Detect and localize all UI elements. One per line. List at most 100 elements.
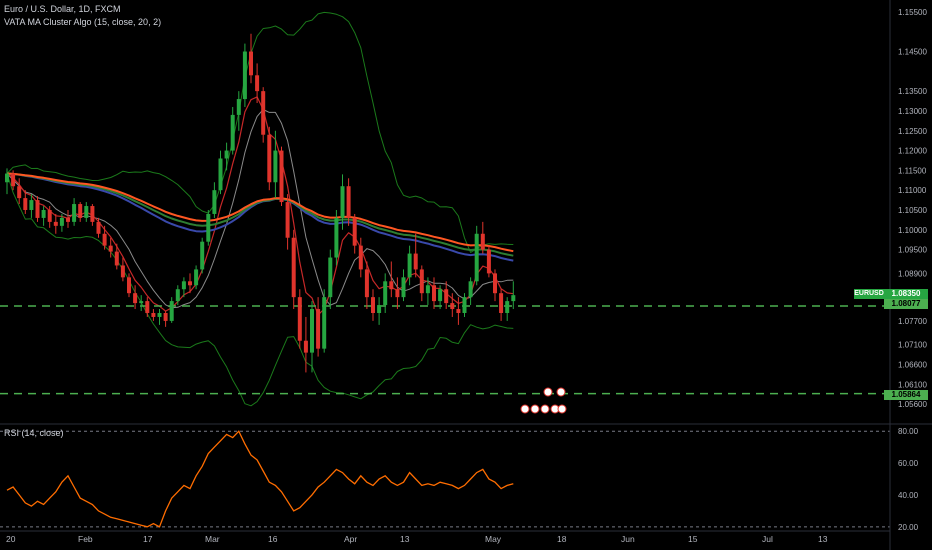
time-tick-label: Apr bbox=[344, 534, 357, 544]
pattern-marker-icon bbox=[540, 404, 550, 414]
candle-body bbox=[322, 297, 327, 349]
candle-body bbox=[120, 265, 125, 278]
price-tick-label: 1.07100 bbox=[898, 341, 927, 350]
candle-body bbox=[328, 257, 333, 298]
candle bbox=[352, 213, 357, 254]
candle-body bbox=[419, 269, 424, 294]
price-tick-label: 1.06600 bbox=[898, 360, 927, 369]
candle-body bbox=[23, 198, 28, 210]
candle bbox=[413, 233, 418, 278]
candle-body bbox=[175, 289, 180, 302]
candle-body bbox=[279, 150, 284, 203]
time-tick-label: 20 bbox=[6, 534, 16, 544]
candlestick-series bbox=[5, 33, 516, 373]
slow-ma-green-line bbox=[6, 172, 514, 257]
candle bbox=[438, 285, 443, 310]
candle bbox=[108, 237, 113, 258]
candle-body bbox=[35, 200, 40, 218]
candle bbox=[279, 146, 284, 207]
candle-body bbox=[407, 253, 412, 278]
candle bbox=[364, 261, 369, 310]
candle bbox=[188, 273, 192, 294]
candle-body bbox=[218, 158, 223, 191]
candle-body bbox=[47, 209, 52, 222]
price-tick-label: 1.12500 bbox=[898, 127, 927, 136]
pattern-marker-icon bbox=[530, 404, 540, 414]
candle bbox=[139, 295, 144, 312]
candle bbox=[151, 309, 156, 321]
candle-body bbox=[444, 289, 449, 304]
candle bbox=[273, 130, 278, 199]
pattern-marker-icon bbox=[543, 387, 553, 397]
candle bbox=[23, 190, 28, 214]
lower-band-line bbox=[6, 173, 514, 407]
candle bbox=[389, 261, 394, 298]
candle-body bbox=[358, 245, 363, 270]
candle-body bbox=[389, 281, 394, 290]
slow-ma-red-line bbox=[6, 172, 514, 253]
price-tick-label: 1.13500 bbox=[898, 87, 927, 96]
candle bbox=[316, 297, 321, 357]
candle-body bbox=[157, 312, 162, 317]
time-tick-label: 17 bbox=[143, 534, 153, 544]
candle bbox=[395, 277, 400, 310]
candle bbox=[114, 243, 119, 270]
candle-body bbox=[163, 312, 168, 321]
candle bbox=[255, 63, 260, 104]
candle bbox=[267, 126, 272, 191]
symbol-badge: EURUSD bbox=[854, 289, 884, 299]
candle bbox=[371, 289, 375, 321]
candle-body bbox=[200, 241, 205, 270]
candle bbox=[499, 289, 504, 321]
candle-body bbox=[41, 209, 46, 218]
time-axis: 20 Feb 17 Mar 16 Apr 13 May 18 Jun 15 Jul 13 bbox=[6, 534, 828, 544]
candle bbox=[102, 225, 107, 250]
candle bbox=[468, 277, 473, 306]
candle-body bbox=[230, 114, 235, 151]
candle bbox=[340, 174, 345, 230]
candle-body bbox=[364, 269, 369, 298]
pattern-marker-icon bbox=[557, 404, 567, 414]
candle-body bbox=[242, 51, 247, 100]
candle bbox=[474, 225, 479, 286]
candle-body bbox=[127, 277, 131, 294]
rsi-line bbox=[6, 430, 514, 528]
candle-body bbox=[352, 217, 357, 246]
rsi-title[interactable]: RSI (14, close) bbox=[4, 428, 64, 438]
time-tick-label: 13 bbox=[818, 534, 828, 544]
rsi-tick-label: 80.00 bbox=[898, 427, 919, 436]
candle bbox=[29, 194, 34, 218]
candle-body bbox=[377, 305, 382, 313]
candle bbox=[169, 297, 174, 323]
candle bbox=[59, 213, 64, 232]
candle-body bbox=[297, 297, 302, 341]
candle-body bbox=[5, 173, 9, 183]
price-tick-label: 1.11500 bbox=[898, 166, 927, 175]
candle bbox=[127, 273, 131, 298]
ma-cluster-lines bbox=[6, 11, 514, 407]
candle bbox=[297, 289, 302, 349]
candle-body bbox=[371, 297, 375, 313]
candle bbox=[230, 106, 235, 155]
indicator-title[interactable]: VATA MA Cluster Algo (15, close, 20, 2) bbox=[4, 17, 162, 27]
candle bbox=[163, 311, 168, 327]
symbol-title[interactable]: Euro / U.S. Dollar, 1D, FXCM bbox=[4, 4, 121, 14]
candle-body bbox=[133, 293, 138, 304]
candle-body bbox=[114, 251, 119, 266]
candle bbox=[133, 285, 138, 310]
candle-body bbox=[438, 289, 443, 302]
candle-body bbox=[145, 301, 150, 313]
candle bbox=[72, 198, 77, 226]
last-price-badge: 1.08350 bbox=[884, 289, 928, 299]
rsi-tick-label: 40.00 bbox=[898, 491, 919, 500]
level-1-badge: 1.08077 bbox=[884, 299, 928, 309]
price-tick-label: 1.08900 bbox=[898, 269, 927, 278]
time-tick-label: Mar bbox=[205, 534, 220, 544]
candle bbox=[242, 43, 247, 107]
candle bbox=[377, 297, 382, 325]
candle bbox=[358, 237, 363, 278]
candle bbox=[5, 168, 9, 195]
candle-body bbox=[84, 206, 89, 218]
candle-body bbox=[334, 217, 339, 258]
